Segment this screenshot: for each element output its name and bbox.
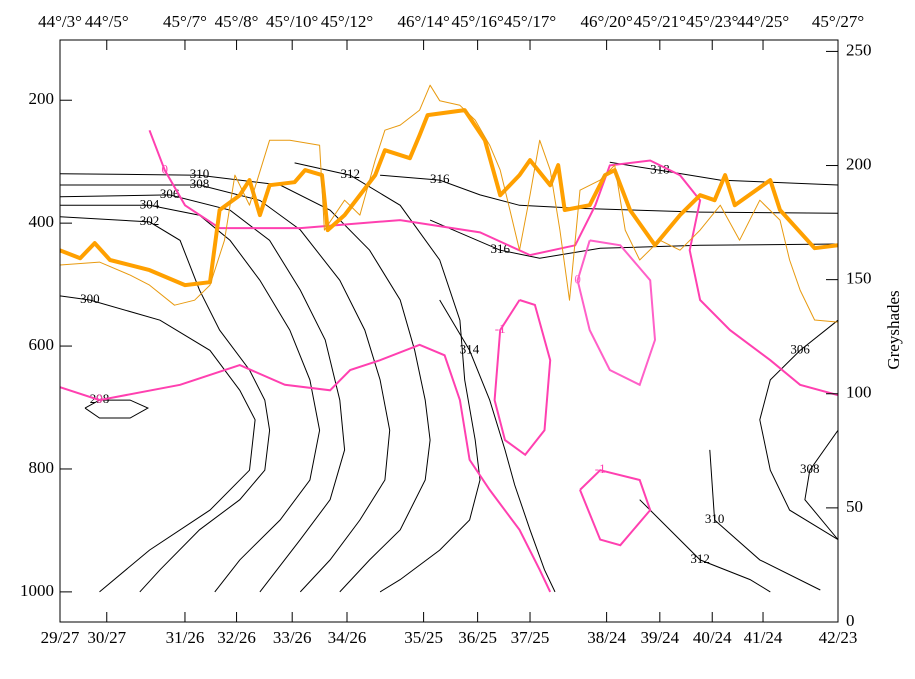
frame	[59, 39, 839, 623]
x-tick-label: 33/26	[273, 628, 312, 647]
contour-label: 312	[690, 551, 710, 566]
x2-tick-label: 45°/10°	[266, 12, 318, 31]
contour-line	[60, 194, 346, 593]
contour-label: 316	[490, 241, 510, 256]
y-tick-label: 400	[29, 212, 55, 231]
contour-label: 314	[460, 341, 480, 356]
contour-line	[429, 219, 838, 259]
x-tick-label: 32/26	[217, 628, 256, 647]
y2-tick-label: 250	[846, 40, 872, 59]
y-tick-label: 200	[29, 89, 55, 108]
x2-tick-label: 45°/7°	[163, 12, 207, 31]
contour-line	[60, 343, 552, 593]
y-tick-label: 800	[29, 458, 55, 477]
contour-label: 298	[90, 391, 110, 406]
contour-label: 306	[160, 186, 180, 201]
contour-line	[60, 216, 271, 593]
x2-tick-label: 45°/12°	[321, 12, 373, 31]
x2-tick-label: 45°/21°	[634, 12, 686, 31]
contour-label: 0	[96, 391, 103, 406]
contour-line	[380, 174, 838, 214]
y2-tick-label: 50	[846, 497, 863, 516]
contour-label: 310	[705, 511, 725, 526]
x-tick-label: 40/24	[693, 628, 732, 647]
x-tick-label: 29/27	[41, 628, 80, 647]
x-tick-label: 34/26	[328, 628, 367, 647]
contour-label: -1	[495, 321, 506, 336]
x2-tick-label: 44°/25°	[737, 12, 789, 31]
contour-label: 302	[140, 213, 160, 228]
y2-axis-title: Greyshades	[884, 290, 903, 369]
contour-label: 316	[430, 171, 450, 186]
x-tick-label: 35/25	[404, 628, 443, 647]
contour-label: 308	[800, 461, 820, 476]
contour-line	[709, 449, 821, 591]
y-tick-label: 1000	[20, 581, 54, 600]
contour-line	[60, 295, 256, 593]
x2-tick-label: 46°/14°	[397, 12, 449, 31]
x2-tick-label: 45°/16°	[451, 12, 503, 31]
contour-label: 310	[190, 166, 210, 181]
x-tick-label: 39/24	[640, 628, 679, 647]
contour-line	[294, 162, 481, 593]
x-tick-label: 36/25	[458, 628, 497, 647]
contour-line	[579, 469, 652, 547]
x2-tick-label: 45°/23°	[686, 12, 738, 31]
contour-line	[759, 319, 838, 541]
series-line	[60, 108, 838, 288]
x-tick-label: 37/25	[511, 628, 550, 647]
contour-line	[60, 184, 391, 593]
y2-tick-label: 100	[846, 383, 872, 402]
contour-label: 300	[80, 291, 100, 306]
contour-label: 312	[340, 166, 360, 181]
x2-tick-label: 45°/8°	[215, 12, 259, 31]
contour-line	[609, 161, 838, 186]
x-tick-label: 41/24	[744, 628, 783, 647]
contour-line	[576, 239, 657, 387]
contour-label: 306	[790, 341, 810, 356]
contour-line	[639, 499, 771, 593]
y2-tick-label: 200	[846, 154, 872, 173]
x2-tick-label: 45°/17°	[504, 12, 556, 31]
contour-label: -1	[595, 461, 606, 476]
x2-tick-label: 45°/27°	[812, 12, 864, 31]
x-tick-label: 30/27	[87, 628, 126, 647]
series-line	[60, 84, 838, 323]
contour-label: 0	[162, 161, 169, 176]
x-tick-label: 31/26	[166, 628, 205, 647]
contour-line	[439, 299, 556, 593]
contour-label: 308	[190, 176, 210, 191]
contour-label: 0	[574, 271, 581, 286]
x-tick-label: 38/24	[587, 628, 626, 647]
x-tick-label: 42/23	[819, 628, 858, 647]
contour-line	[804, 430, 838, 540]
y2-tick-label: 150	[846, 269, 872, 288]
x2-tick-label: 44°/5°	[85, 12, 129, 31]
contour-label: 318	[650, 161, 670, 176]
contour-line	[148, 129, 838, 397]
y2-tick-label: 0	[846, 611, 855, 630]
contour-line	[493, 299, 552, 457]
y-tick-label: 600	[29, 335, 55, 354]
contour-line	[60, 204, 321, 593]
x2-tick-label: 46°/20°	[580, 12, 632, 31]
x2-tick-label: 44°/3°	[38, 12, 82, 31]
contour-label: 304	[140, 196, 160, 211]
